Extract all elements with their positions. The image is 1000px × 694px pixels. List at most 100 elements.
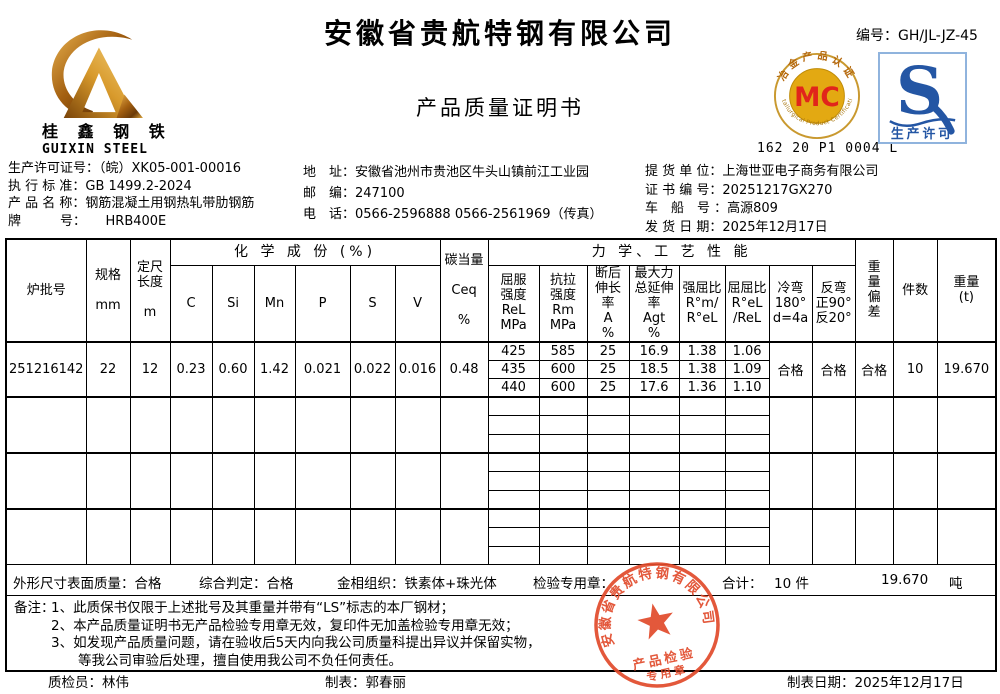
doc-title: 产品质量证明书 xyxy=(416,96,584,120)
col-header-rel: 屈服 强度 ReL MPa xyxy=(487,264,540,342)
col-header-rm: 抗拉 强度 Rm MPa xyxy=(538,264,588,342)
col-header-weight-dev: 重 量 偏 差 xyxy=(854,238,894,342)
cell-empty xyxy=(811,507,856,566)
cell-empty xyxy=(768,452,813,510)
cell-empty xyxy=(85,507,131,566)
cell-empty xyxy=(628,489,680,510)
info-standard: 执 行 标 准：GB 1499.2-2024 xyxy=(8,178,192,194)
col-header-spec: 规格 mm xyxy=(85,238,131,342)
cell-empty xyxy=(811,396,856,454)
cell-empty xyxy=(538,471,588,491)
info-address: 地 址：安徽省池州市贵池区牛头山镇前江工业园 xyxy=(303,165,590,180)
cell-empty xyxy=(768,396,813,454)
mc-certification-logo: 冶金产品认证 Metallurgical Product Certificati… xyxy=(773,51,861,140)
cell-empty xyxy=(487,526,540,547)
cell-empty xyxy=(811,452,856,510)
info-column-right: 提 货 单 位：上海世亚电子商务有限公司 证 书 编 号：20251217GX2… xyxy=(645,163,878,237)
col-header-cold-bend: 冷弯 180° d=4a xyxy=(768,264,813,342)
info-postcode: 邮 编：247100 xyxy=(303,186,405,201)
cell-empty xyxy=(724,545,770,566)
cell-v: 0.016 xyxy=(394,340,441,398)
cell-agt-2: 18.5 xyxy=(628,359,680,380)
cell-rel-2: 435 xyxy=(487,359,540,380)
cell-empty xyxy=(487,545,540,566)
cell-empty xyxy=(628,396,680,417)
footer-date: 制表日期：2025年12月17日 xyxy=(787,675,964,691)
cell-empty xyxy=(294,452,351,510)
cell-empty xyxy=(586,452,630,473)
cell-empty xyxy=(349,507,396,566)
cell-yr-1: 1.38 xyxy=(678,340,726,361)
col-header-yield-ratio: 强屈比 R°m/ R°eL xyxy=(678,264,726,342)
cell-empty xyxy=(487,471,540,491)
cell-empty xyxy=(724,452,770,473)
cell-a-3: 25 xyxy=(586,378,630,398)
cell-empty xyxy=(724,415,770,435)
col-header-p: P xyxy=(294,264,351,342)
cell-weight: 19.670 xyxy=(936,340,997,398)
cell-empty xyxy=(253,396,296,454)
cell-empty xyxy=(211,396,255,454)
cell-empty xyxy=(628,415,680,435)
logo-text-en: GUIXIN STEEL xyxy=(42,142,148,157)
cell-a-1: 25 xyxy=(586,340,630,361)
cell-empty xyxy=(724,433,770,454)
cell-empty xyxy=(294,396,351,454)
summary-judge: 综合判定：合格 xyxy=(199,576,294,593)
summary-total-pieces: 10 件 xyxy=(774,576,809,593)
cell-empty xyxy=(724,396,770,417)
cell-empty xyxy=(538,452,588,473)
col-header-v: V xyxy=(394,264,441,342)
qs-production-license-logo: S 生产许可 xyxy=(878,52,967,144)
cell-rel-1: 425 xyxy=(487,340,540,361)
col-header-mech-group: 力 学、工 艺 性 能 xyxy=(487,238,856,266)
mc-letters: MC xyxy=(794,82,840,113)
cell-empty xyxy=(487,489,540,510)
cell-empty xyxy=(487,507,540,528)
cell-empty xyxy=(487,396,540,417)
cell-empty xyxy=(724,526,770,547)
cell-reverse-bend: 合格 xyxy=(811,340,856,398)
summary-seal-label: 检验专用章： xyxy=(533,576,614,593)
stamp-company-arc: 安徽省贵航特钢有限公司 xyxy=(592,560,718,649)
cell-empty xyxy=(724,489,770,510)
col-header-pieces: 件数 xyxy=(892,238,938,342)
cell-empty xyxy=(628,507,680,528)
col-header-rel-ratio: 屈屈比 R°eL /ReL xyxy=(724,264,770,342)
info-cert-no: 证 书 编 号：20251217GX270 xyxy=(645,182,833,198)
cell-empty xyxy=(586,507,630,528)
col-header-reverse-bend: 反弯 正90° 反20° xyxy=(811,264,856,342)
cell-cold-bend: 合格 xyxy=(768,340,813,398)
qs-letter-s: S xyxy=(896,53,943,129)
cell-rel-3: 440 xyxy=(487,378,540,398)
cell-empty xyxy=(253,507,296,566)
col-header-ceq: 碳当量 Ceq % xyxy=(439,238,489,342)
cell-empty xyxy=(678,415,726,435)
cell-empty xyxy=(538,433,588,454)
col-header-a: 断后 伸长 率 A % xyxy=(586,264,630,342)
info-phone: 电 话：0566-2596888 0566-2561969（传真） xyxy=(303,207,603,222)
logo-a-shape xyxy=(63,47,137,118)
cell-s: 0.022 xyxy=(349,340,396,398)
col-header-s: S xyxy=(349,264,396,342)
cell-rr-2: 1.09 xyxy=(724,359,770,380)
cell-empty xyxy=(5,507,87,566)
cell-empty xyxy=(936,507,997,566)
cell-empty xyxy=(936,396,997,454)
cell-empty xyxy=(678,526,726,547)
cell-rm-2: 600 xyxy=(538,359,588,380)
qs-wave xyxy=(889,118,956,127)
cell-empty xyxy=(586,415,630,435)
serial-number: 编号：GH/JL-JZ-45 xyxy=(856,28,978,44)
cell-si: 0.60 xyxy=(211,340,255,398)
cell-empty xyxy=(538,526,588,547)
cell-empty xyxy=(724,471,770,491)
summary-unit: 吨 xyxy=(949,576,963,593)
cell-empty xyxy=(538,507,588,528)
info-column-left: 生产许可证号：（皖）XK05-001-00016 执 行 标 准：GB 1499… xyxy=(8,160,254,230)
cell-empty xyxy=(678,452,726,473)
info-vehicle-no: 车 船 号 ：高源809 xyxy=(645,201,778,216)
quality-table: 炉批号 规格 mm 定尺 长度 m 化 学 成 份 (%) 碳当量 Ceq % … xyxy=(5,238,998,673)
col-header-length: 定尺 长度 m xyxy=(129,238,171,342)
cell-empty xyxy=(628,526,680,547)
